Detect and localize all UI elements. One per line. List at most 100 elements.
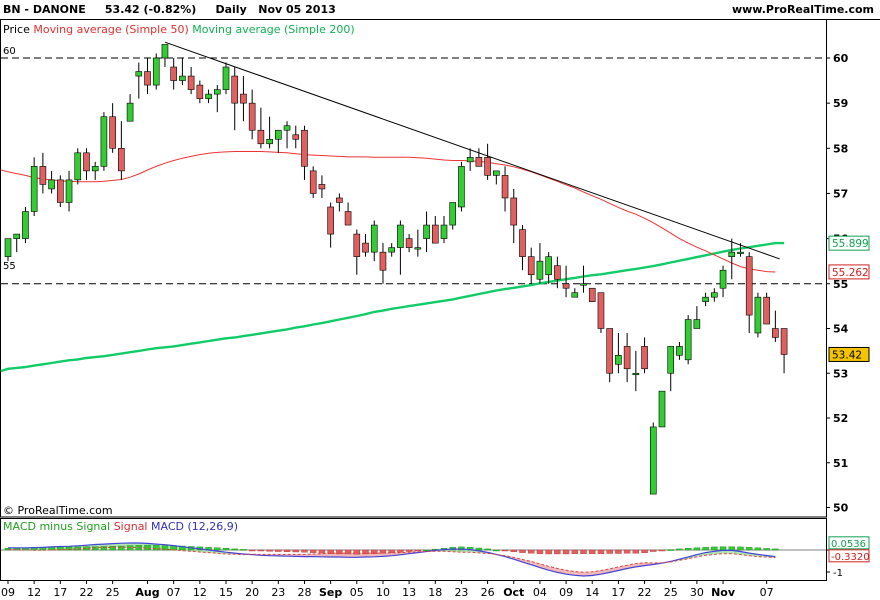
macd-histogram-bar bbox=[650, 549, 657, 552]
macd-hist-value-box bbox=[828, 536, 870, 550]
candle bbox=[623, 332, 631, 383]
candle bbox=[65, 170, 73, 212]
candle bbox=[292, 125, 300, 149]
candle-body bbox=[57, 179, 64, 203]
macd-histogram-bar bbox=[501, 549, 509, 552]
macd-histogram-bar bbox=[344, 549, 352, 555]
candle bbox=[658, 390, 666, 428]
candle bbox=[301, 125, 308, 180]
macd-hist-value-label: 0.0536 bbox=[831, 539, 866, 550]
x-axis-tick-label: 23 bbox=[454, 586, 468, 599]
candle bbox=[187, 67, 195, 95]
macd-histogram-bar bbox=[536, 549, 544, 554]
candle bbox=[475, 148, 483, 167]
candle bbox=[632, 350, 640, 392]
candle-body bbox=[74, 152, 82, 181]
candle bbox=[196, 80, 204, 104]
candle bbox=[676, 341, 683, 360]
macd-signal-fill bbox=[304, 553, 314, 557]
macd-histogram-bar bbox=[327, 549, 334, 554]
x-axis-tick-label: 14 bbox=[585, 586, 599, 599]
candle bbox=[519, 225, 526, 271]
candle-body bbox=[458, 166, 465, 208]
price-axis-tick-label: 54 bbox=[833, 323, 849, 336]
trendline bbox=[164, 41, 780, 260]
macd-histogram-bar bbox=[458, 546, 465, 551]
macd-histogram-bar bbox=[746, 547, 753, 551]
candle-body bbox=[91, 166, 99, 172]
candle-body bbox=[222, 66, 230, 90]
timeframe-label: Daily bbox=[215, 3, 247, 16]
macd-histogram-bar bbox=[658, 549, 666, 552]
candle-body bbox=[562, 283, 570, 289]
x-axis-tick-label: 23 bbox=[271, 586, 285, 599]
site-label[interactable]: www.ProRealTime.com bbox=[731, 3, 874, 16]
candle bbox=[283, 121, 291, 149]
candle-body bbox=[519, 229, 526, 257]
macd-histogram-bar bbox=[257, 549, 265, 552]
symbol-label: BN - DANONE bbox=[3, 3, 86, 16]
candle-body bbox=[362, 242, 369, 253]
candle-body bbox=[144, 71, 151, 86]
macd-signal-fill bbox=[522, 559, 532, 565]
macd-histogram-bar bbox=[641, 549, 648, 554]
macd-histogram-bar bbox=[519, 549, 526, 553]
macd-signal-fill bbox=[705, 551, 715, 556]
candle-body bbox=[606, 328, 613, 374]
candle-body bbox=[100, 116, 108, 167]
candle-body bbox=[684, 319, 692, 361]
candle-body bbox=[231, 75, 239, 104]
candle bbox=[100, 112, 108, 171]
macd-legend: MACD minus Signal Signal MACD (12,26,9) bbox=[3, 520, 238, 533]
x-axis-tick-label: 22 bbox=[79, 586, 93, 599]
macd-histogram-bar bbox=[362, 549, 369, 555]
candle-body bbox=[623, 346, 631, 370]
candle bbox=[580, 265, 587, 293]
x-axis-tick-label: 26 bbox=[481, 586, 495, 599]
x-axis-tick-label: 18 bbox=[428, 586, 442, 599]
candle bbox=[431, 216, 439, 244]
legend-ma50: Moving average (Simple 50) bbox=[33, 23, 189, 36]
candle-body bbox=[65, 179, 73, 203]
macd-histogram-bar bbox=[754, 547, 762, 551]
candle bbox=[344, 202, 352, 226]
macd-histogram-bar bbox=[275, 549, 282, 552]
macd-histogram-bar bbox=[318, 549, 326, 554]
price-axis-tick-label: 53 bbox=[833, 367, 848, 380]
candle-body bbox=[161, 44, 169, 59]
candle-body bbox=[336, 197, 343, 203]
candle-body bbox=[205, 93, 212, 99]
candle-body bbox=[13, 233, 21, 239]
x-axis-tick-label: 05 bbox=[350, 586, 364, 599]
candle-body bbox=[179, 75, 186, 81]
candle bbox=[30, 157, 38, 217]
candle-body bbox=[22, 211, 29, 239]
candle bbox=[39, 152, 47, 194]
candle bbox=[48, 170, 55, 194]
candle-body bbox=[48, 179, 55, 190]
price-axis-tick-label: 59 bbox=[833, 97, 848, 110]
macd-histogram-bar bbox=[571, 549, 578, 554]
candle-body bbox=[772, 328, 779, 338]
macd-histogram-bar bbox=[371, 549, 378, 554]
candle bbox=[588, 287, 596, 302]
candle bbox=[484, 143, 491, 180]
candle-body bbox=[109, 116, 116, 149]
candle bbox=[57, 175, 64, 207]
candle-body bbox=[135, 71, 143, 77]
candle-body bbox=[213, 89, 221, 95]
macd-axis-tick-label: -1 bbox=[833, 568, 843, 579]
macd-histogram-bar bbox=[292, 549, 299, 553]
x-axis-tick-label: Sep bbox=[319, 586, 342, 599]
macd-histogram-bar bbox=[240, 549, 247, 551]
candle bbox=[213, 85, 221, 113]
candle-body bbox=[379, 251, 387, 271]
candle bbox=[91, 161, 99, 180]
legend-signal: Signal bbox=[113, 520, 148, 533]
ma200-value-label: 55.899 bbox=[832, 238, 869, 250]
candle bbox=[266, 116, 273, 149]
candle bbox=[414, 229, 422, 257]
macd-histogram-bar bbox=[554, 549, 561, 555]
candle bbox=[667, 346, 675, 392]
